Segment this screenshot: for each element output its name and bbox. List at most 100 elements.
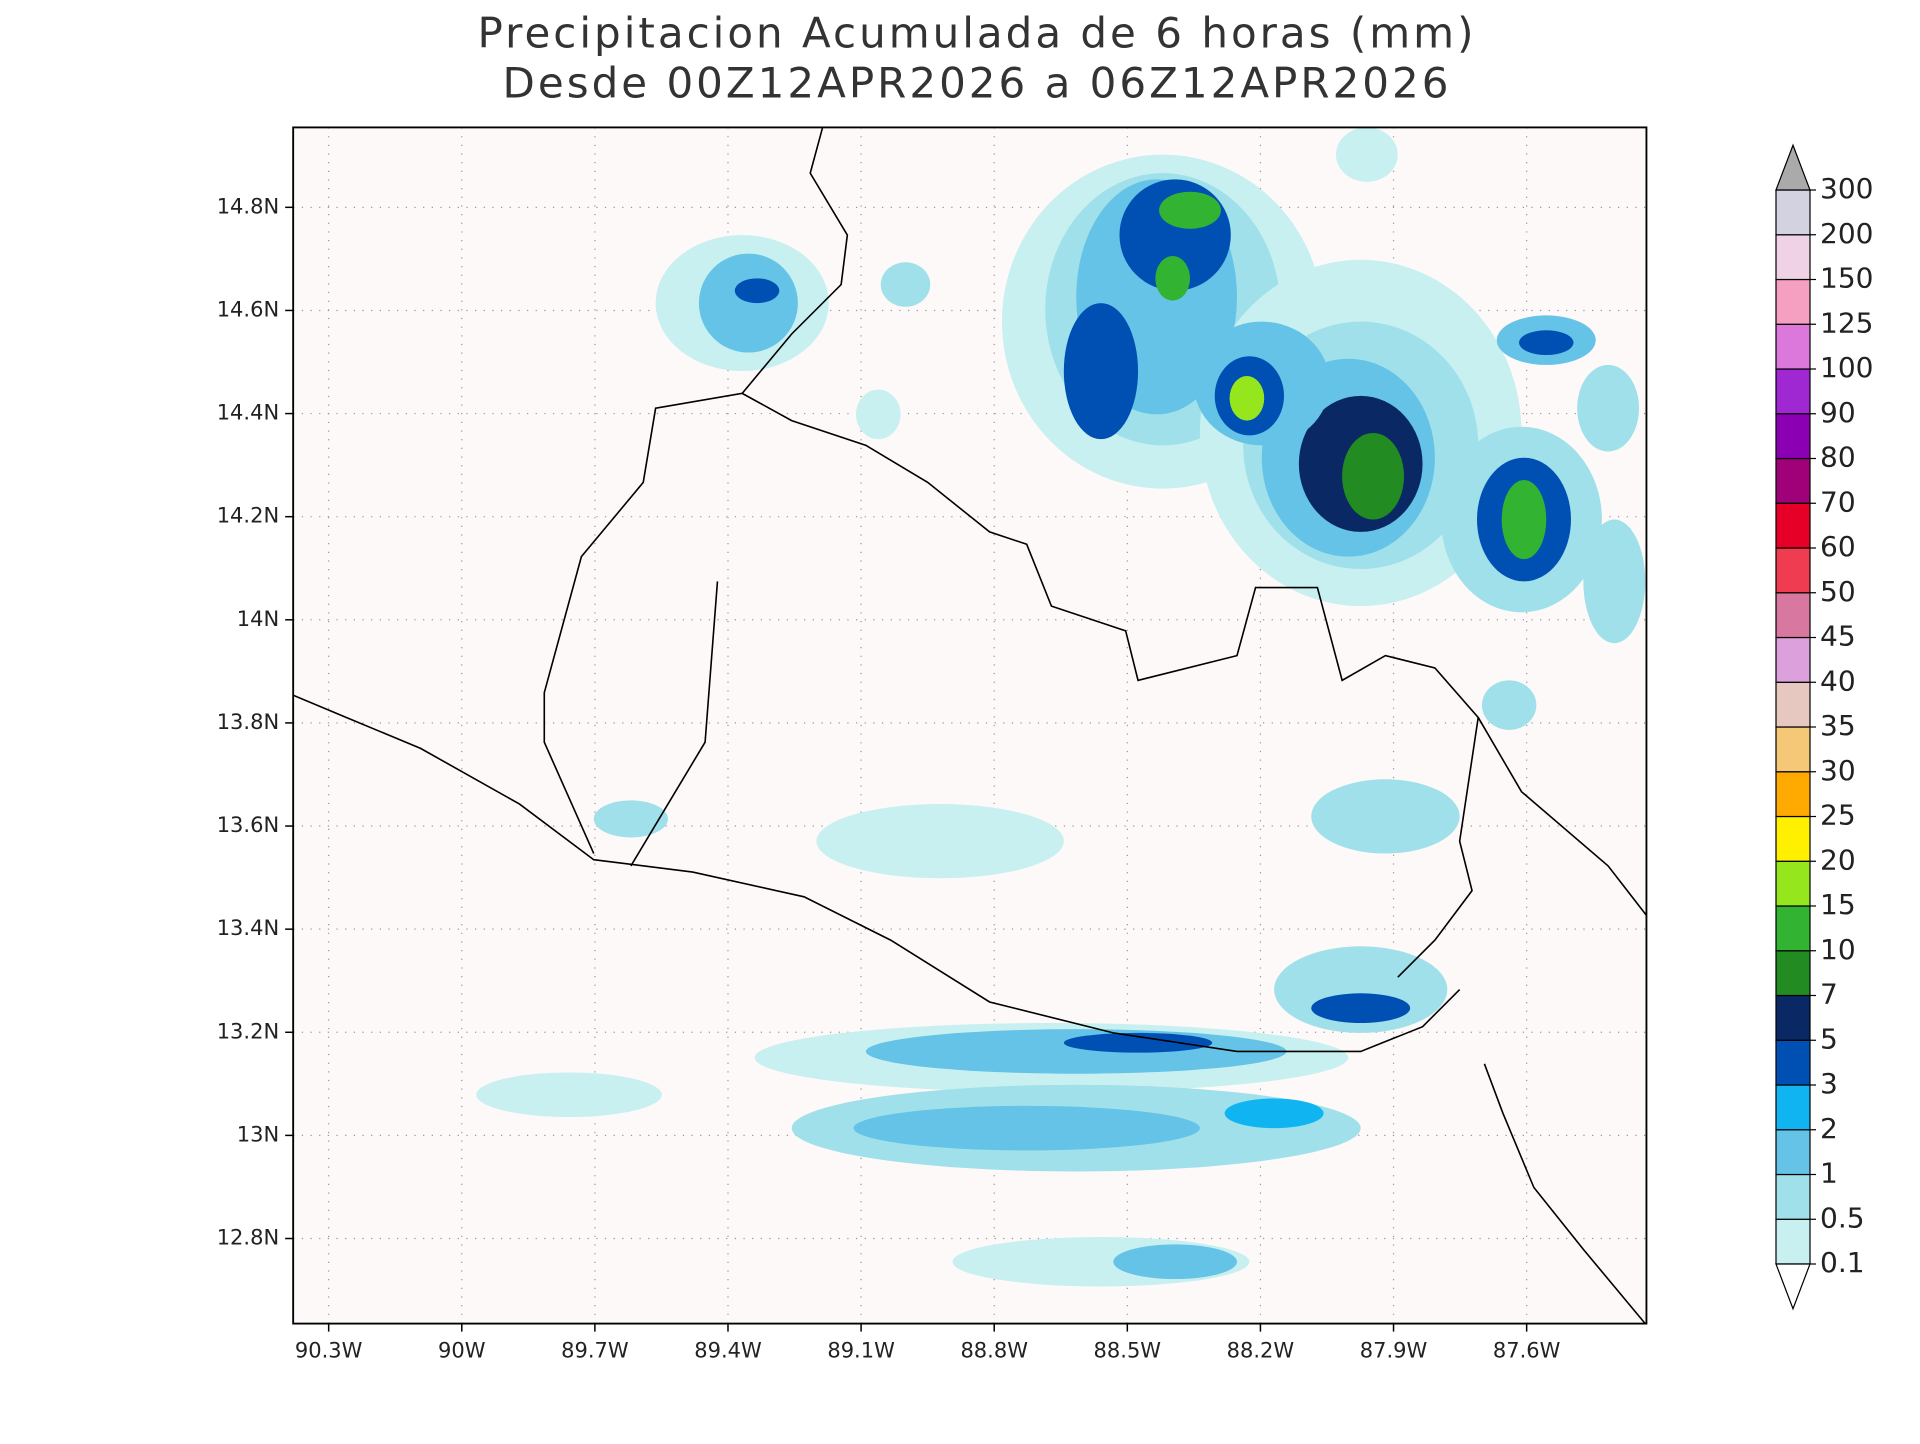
colorbar-box — [1775, 502, 1811, 549]
precip-area — [1583, 519, 1646, 644]
coastline — [1483, 1063, 1646, 1324]
colorbar-label: 1 — [1820, 1157, 1838, 1190]
lon-tick-label: 87.6W — [1493, 1339, 1561, 1363]
precip-area — [698, 253, 798, 353]
colorbar-label: 25 — [1820, 799, 1856, 832]
precip-area — [1159, 191, 1221, 229]
colorbar-label: 20 — [1820, 843, 1856, 876]
colorbar-box — [1775, 905, 1811, 952]
axis-ticks: 90.3W 90W 89.7W 89.4W 89.1W 88.8W 88.5W 88.2W 87… — [217, 194, 1561, 1362]
precip-area — [593, 800, 668, 838]
country-border — [1477, 717, 1647, 916]
colorbar-box — [1775, 413, 1811, 460]
precip-area — [1224, 1098, 1324, 1129]
precipitation-field — [476, 127, 1646, 1287]
lat-tick-label: 13N — [237, 1122, 279, 1146]
colorbar-label: 35 — [1820, 709, 1856, 742]
colorbar-box — [1775, 368, 1811, 415]
lon-tick-label: 89.4W — [694, 1339, 762, 1363]
colorbar-under — [1775, 1263, 1811, 1311]
lon-tick-label: 87.9W — [1360, 1339, 1428, 1363]
precip-area — [476, 1072, 662, 1118]
precip-area — [1229, 376, 1265, 421]
colorbar-label: 150 — [1820, 262, 1873, 295]
country-border — [543, 392, 1480, 978]
colorbar-box — [1775, 636, 1811, 683]
lat-tick-label: 14.8N — [217, 194, 279, 218]
lon-tick-label: 89.1W — [827, 1339, 895, 1363]
colorbar-box — [1775, 771, 1811, 818]
colorbar-box — [1775, 1039, 1811, 1086]
country-border — [741, 127, 849, 394]
colorbar-label: 40 — [1820, 664, 1856, 697]
lat-tick-label: 12.8N — [217, 1226, 279, 1250]
colorbar-box — [1775, 1084, 1811, 1131]
precip-area — [856, 389, 901, 440]
lon-tick-label: 89.7W — [561, 1339, 629, 1363]
colorbar-label: 7 — [1820, 978, 1838, 1011]
colorbar-label: 200 — [1820, 217, 1873, 250]
precip-area — [1335, 127, 1398, 182]
title: Precipitacion Acumulada de 6 horas (mm) — [478, 9, 1477, 58]
colorbar-label: 50 — [1820, 575, 1856, 608]
colorbar-label: 2 — [1820, 1112, 1838, 1145]
colorbar-box — [1775, 1218, 1811, 1265]
colorbar-label: 30 — [1820, 754, 1856, 787]
colorbar-box — [1775, 234, 1811, 281]
colorbar-label: 300 — [1820, 172, 1873, 205]
colorbar-box — [1775, 457, 1811, 504]
colorbar-box — [1775, 950, 1811, 997]
colorbar-label: 5 — [1820, 1022, 1838, 1055]
precip-area — [880, 262, 931, 307]
colorbar-label: 60 — [1820, 530, 1856, 563]
colorbar-label: 100 — [1820, 351, 1873, 384]
precip-area — [816, 804, 1064, 879]
colorbar-box — [1775, 1173, 1811, 1220]
precip-area — [865, 1029, 1287, 1074]
precip-area — [1311, 779, 1460, 854]
colorbar-box — [1775, 323, 1811, 370]
colorbar-label: 80 — [1820, 441, 1856, 474]
lat-tick-label: 13.2N — [217, 1019, 279, 1043]
precip-area — [1481, 680, 1537, 730]
colorbar-box — [1775, 815, 1811, 862]
precip-area — [734, 278, 780, 304]
lat-tick-label: 13.4N — [217, 916, 279, 940]
precip-area — [1342, 432, 1404, 520]
colorbar-label: 0.5 — [1820, 1201, 1865, 1234]
colorbar-over — [1775, 143, 1811, 191]
lat-tick-label: 14N — [237, 607, 279, 631]
colorbar-box — [1775, 592, 1811, 639]
colorbar-box — [1775, 860, 1811, 907]
lat-tick-label: 13.6N — [217, 813, 279, 837]
precip-area — [1113, 1244, 1237, 1280]
precip-area — [1519, 330, 1574, 356]
lat-tick-label: 14.6N — [217, 297, 279, 321]
subtitle: Desde 00Z12APR2026 a 06Z12APR2026 — [503, 59, 1452, 108]
lon-tick-label: 90W — [438, 1339, 486, 1363]
colorbar: 0.10.51235710152025303540455060708090100… — [1775, 143, 1873, 1311]
colorbar-box — [1775, 278, 1811, 325]
plot-frame — [292, 126, 1648, 1325]
plot-area — [292, 126, 1648, 1325]
colorbar-label: 45 — [1820, 620, 1856, 653]
colorbar-label: 70 — [1820, 485, 1856, 518]
colorbar-label: 3 — [1820, 1067, 1838, 1100]
department-border — [630, 581, 719, 867]
precip-area — [1063, 1032, 1213, 1053]
precip-area — [1155, 256, 1190, 301]
colorbar-label: 90 — [1820, 396, 1856, 429]
colorbar-box — [1775, 547, 1811, 594]
lat-tick-label: 13.8N — [217, 710, 279, 734]
coastline — [293, 694, 1461, 1053]
colorbar-box — [1775, 1129, 1811, 1176]
lon-tick-label: 88.8W — [960, 1339, 1028, 1363]
colorbar-box — [1775, 189, 1811, 236]
colorbar-box — [1775, 726, 1811, 773]
lon-tick-label: 90.3W — [295, 1339, 363, 1363]
colorbar-box — [1775, 681, 1811, 728]
colorbar-label: 0.1 — [1820, 1246, 1865, 1279]
lon-tick-label: 88.5W — [1094, 1339, 1162, 1363]
colorbar-label: 15 — [1820, 888, 1856, 921]
